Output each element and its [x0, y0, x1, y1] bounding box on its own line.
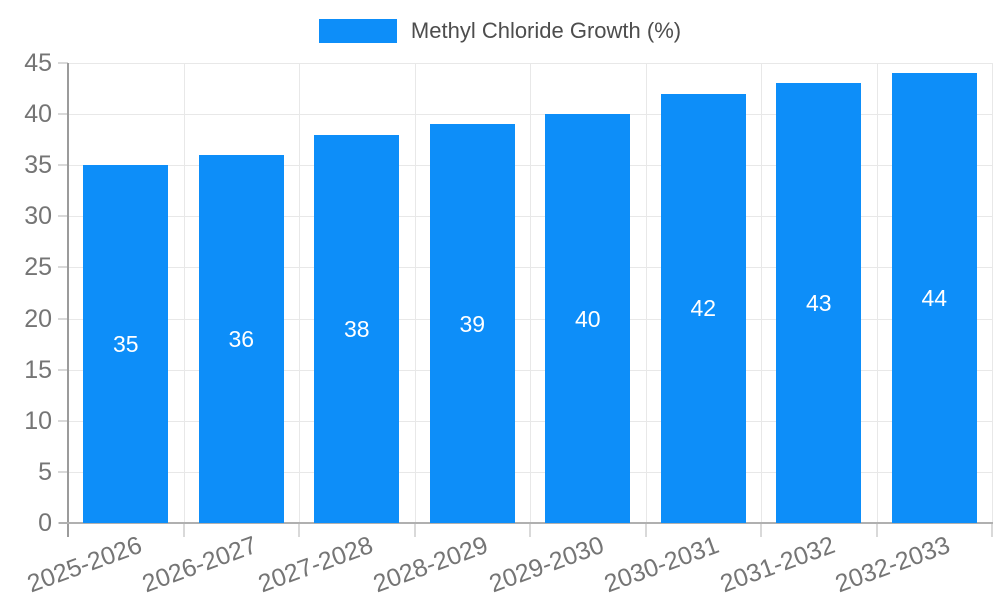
y-axis-tick-label: 0 — [38, 509, 52, 537]
legend-label: Methyl Chloride Growth (%) — [410, 18, 682, 43]
y-axis-line — [67, 63, 69, 537]
legend-item[interactable]: Methyl Chloride Growth (%) — [318, 18, 682, 44]
y-axis-tick — [58, 317, 68, 320]
bar-value-label: 42 — [690, 295, 717, 322]
x-axis-tick-label: 2030-2031 — [600, 531, 723, 599]
y-axis-tick-label: 35 — [24, 151, 52, 180]
bar[interactable] — [545, 114, 631, 523]
y-axis-tick — [58, 164, 68, 167]
x-axis-tick — [760, 523, 762, 537]
x-axis-tick-label: 2029-2030 — [485, 531, 608, 599]
y-axis-tick-label: 25 — [24, 253, 52, 282]
legend-swatch-icon — [318, 19, 397, 43]
bar[interactable] — [891, 73, 977, 523]
x-axis-line — [59, 522, 993, 524]
bar[interactable] — [83, 165, 169, 523]
bar-value-label: 39 — [459, 310, 486, 337]
bar[interactable] — [429, 124, 515, 523]
gridline-vertical — [876, 63, 878, 523]
x-axis-tick — [644, 523, 647, 537]
x-axis-tick — [413, 523, 416, 537]
bar[interactable] — [314, 134, 400, 523]
x-axis-tick-label: 2025-2026 — [23, 531, 146, 599]
gridline-vertical — [761, 63, 762, 523]
y-axis-tick-label: 10 — [24, 406, 52, 435]
x-axis-tick — [875, 523, 878, 537]
legend: Methyl Chloride Growth (%) — [0, 18, 1000, 44]
bar-value-label: 38 — [343, 315, 370, 342]
bar-value-label: 44 — [921, 285, 948, 312]
y-axis-tick-label: 15 — [24, 355, 52, 384]
y-axis-tick — [58, 470, 68, 473]
y-axis-tick — [58, 215, 68, 218]
x-axis-tick — [991, 523, 993, 537]
x-axis-tick-label: 2032-2033 — [831, 531, 954, 599]
gridline-vertical — [992, 63, 993, 523]
gridline-vertical — [183, 63, 185, 523]
y-axis-tick-label: 30 — [24, 202, 52, 231]
gridline-vertical — [414, 63, 416, 523]
x-axis-tick-label: 2031-2032 — [716, 531, 839, 599]
x-axis-tick-label: 2028-2029 — [369, 531, 492, 599]
y-axis-tick — [58, 419, 68, 422]
bar-value-label: 35 — [112, 331, 139, 358]
y-axis-tick-label: 45 — [24, 49, 52, 77]
y-axis-tick — [58, 62, 68, 64]
x-axis-tick-label: 2027-2028 — [254, 531, 377, 599]
gridline-vertical — [530, 63, 531, 523]
y-axis-tick — [58, 368, 68, 371]
y-axis-tick — [58, 266, 68, 269]
y-axis-tick-label: 5 — [38, 457, 52, 486]
x-axis-tick — [529, 523, 531, 537]
y-axis-tick-label: 40 — [24, 100, 52, 129]
x-axis-tick — [298, 523, 300, 537]
y-axis-tick — [58, 113, 68, 116]
bar[interactable] — [776, 83, 862, 523]
bar[interactable] — [198, 155, 284, 523]
bar-value-label: 40 — [574, 305, 601, 332]
bar[interactable] — [660, 93, 746, 523]
bar-value-label: 36 — [228, 326, 255, 352]
bar-value-label: 43 — [805, 290, 832, 317]
x-axis-tick — [182, 523, 185, 537]
gridline-vertical — [299, 63, 300, 523]
x-axis-tick-label: 2026-2027 — [138, 531, 261, 599]
y-axis-tick-label: 20 — [24, 304, 52, 333]
gridline-vertical — [645, 63, 647, 523]
